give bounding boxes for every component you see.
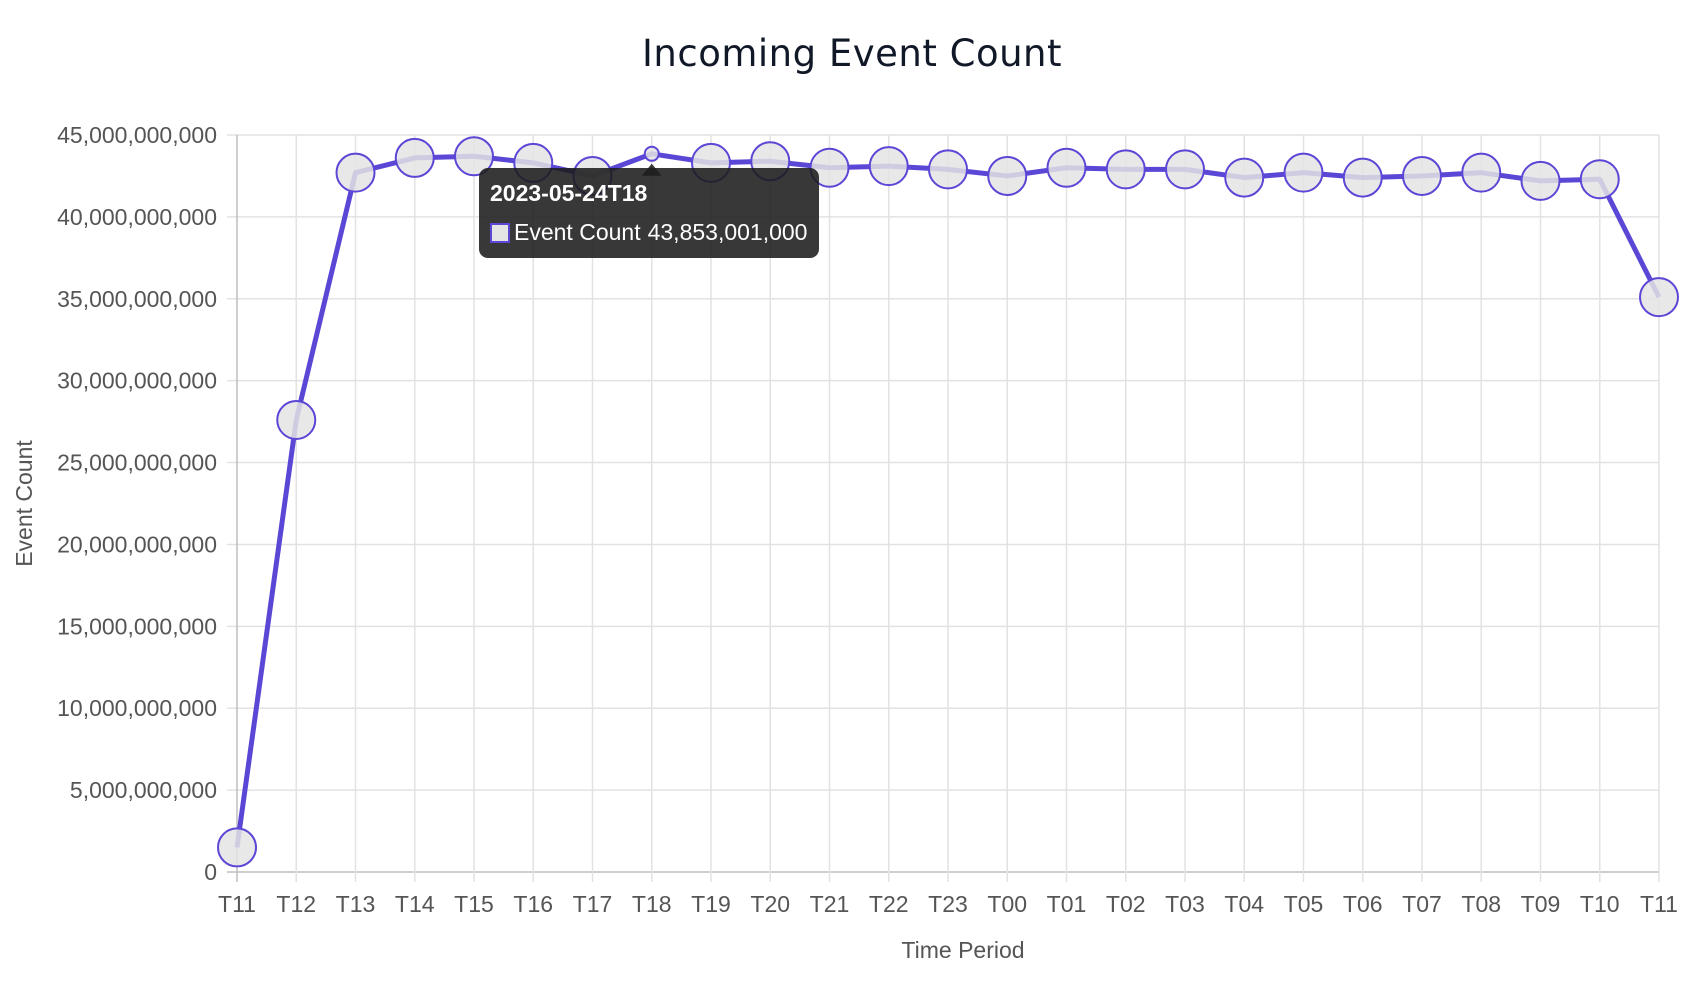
tooltip-series-label: Event Count [514, 219, 641, 245]
data-point [1046, 147, 1087, 188]
y-tick-label: 10,000,000,000 [57, 695, 217, 721]
x-tick-label: T05 [1284, 891, 1324, 917]
x-tick-label: T04 [1224, 891, 1264, 917]
y-tick-label: 40,000,000,000 [57, 204, 217, 230]
tooltip-title: 2023-05-24T18 [490, 180, 648, 206]
series-swatch-icon [490, 222, 510, 243]
x-tick-label: T16 [513, 891, 553, 917]
data-point [1224, 157, 1265, 198]
data-point [1165, 149, 1205, 190]
chart-title: Incoming Event Count [642, 32, 1062, 75]
tooltip-row: Event Count 43,853,001,000 [490, 219, 807, 246]
x-tick-label: T14 [395, 891, 435, 917]
y-tick-label: 5,000,000,000 [70, 777, 217, 803]
data-point [809, 147, 850, 188]
x-tick-label: T23 [928, 891, 968, 917]
data-point [1342, 157, 1383, 198]
x-tick-label: T00 [987, 891, 1027, 917]
x-tick-label: T15 [454, 891, 494, 917]
x-tick-label: T08 [1461, 891, 1501, 917]
x-tick-label: T21 [810, 891, 850, 917]
x-tick-label: T19 [691, 891, 731, 917]
data-point [454, 136, 494, 177]
x-tick-label: T10 [1580, 891, 1620, 917]
data-point [394, 137, 435, 178]
y-tick-label: 0 [204, 859, 217, 885]
y-tick-label: 25,000,000,000 [57, 450, 217, 476]
tooltip-value: 43,853,001,000 [647, 219, 808, 245]
y-tick-label: 20,000,000,000 [57, 531, 217, 557]
x-tick-label: T11 [218, 891, 256, 917]
data-point [1520, 160, 1561, 201]
data-point [928, 149, 968, 190]
data-point [1579, 159, 1620, 200]
data-point [1283, 152, 1324, 193]
data-point [1461, 152, 1502, 193]
x-tick-label: T07 [1402, 891, 1442, 917]
data-point-active [643, 145, 660, 162]
data-point [335, 152, 376, 193]
x-tick-label: T22 [869, 891, 909, 917]
data-point [1105, 149, 1146, 190]
y-tick-label: 15,000,000,000 [57, 613, 217, 639]
y-tick-label: 45,000,000,000 [57, 122, 217, 148]
x-tick-label: T12 [276, 891, 316, 917]
x-tick-label: T02 [1106, 891, 1146, 917]
data-point [276, 399, 317, 440]
x-tick-label: T18 [632, 891, 672, 917]
x-tick-label: T09 [1521, 891, 1561, 917]
x-tick-label: T06 [1343, 891, 1383, 917]
data-point [987, 155, 1028, 196]
y-tick-label: 30,000,000,000 [57, 368, 217, 394]
data-point [1402, 155, 1442, 196]
chart-tooltip: 2023-05-24T18 Event Count 43,853,001,000 [479, 168, 820, 258]
x-tick-label: T17 [573, 891, 613, 917]
x-axis-title: Time Period [901, 937, 1024, 963]
x-tick-label: T11 [1640, 891, 1678, 917]
x-tick-label: T03 [1165, 891, 1205, 917]
data-point [217, 827, 257, 868]
x-tick-label: T20 [750, 891, 790, 917]
data-point [1639, 277, 1679, 318]
x-tick-label: T01 [1047, 891, 1087, 917]
y-axis-title: Event Count [11, 440, 37, 567]
y-tick-label: 35,000,000,000 [57, 286, 217, 312]
data-point [868, 146, 909, 187]
x-tick-label: T13 [336, 891, 376, 917]
